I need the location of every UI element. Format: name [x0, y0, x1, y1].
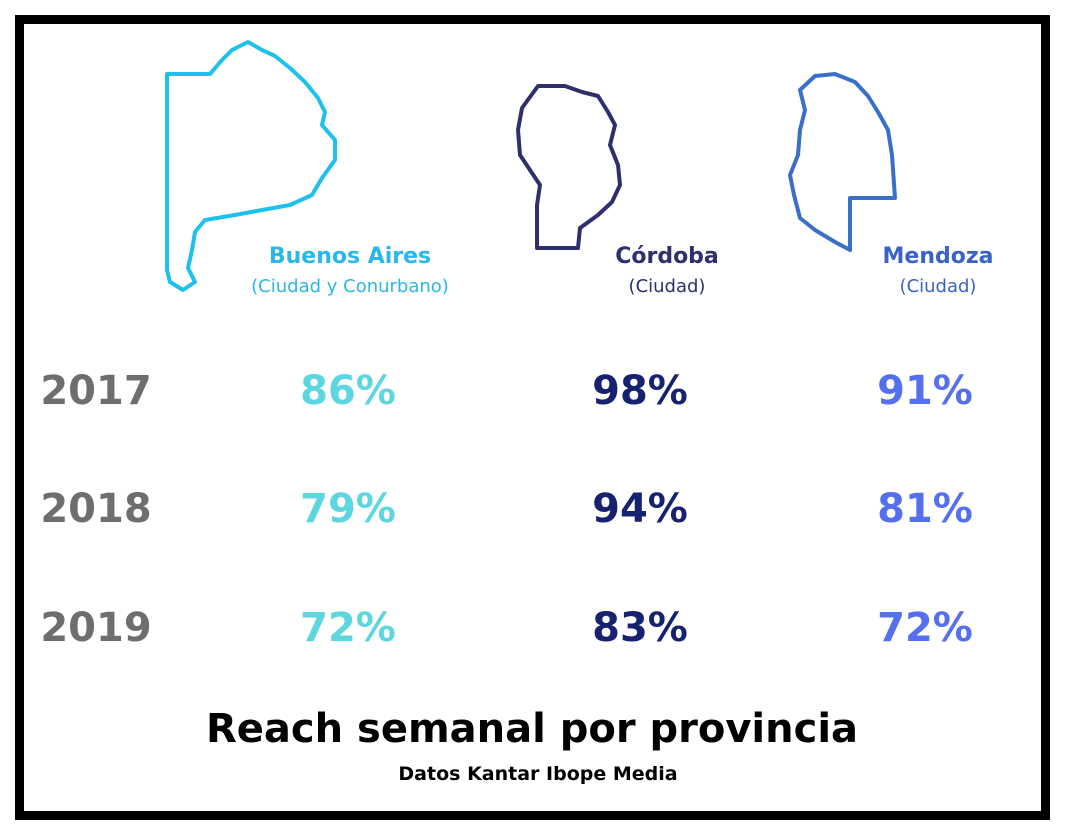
- reach-value: 72%: [300, 605, 396, 651]
- year: 2017: [40, 368, 152, 414]
- reach-value: 94%: [592, 486, 688, 532]
- year: 2019: [40, 605, 152, 651]
- cordoba-outline: [516, 84, 622, 250]
- reach-value: 86%: [300, 368, 396, 414]
- buenos-aires-outline: [165, 40, 337, 292]
- province-name: Mendoza: [882, 244, 994, 269]
- title: Reach semanal por provincia: [205, 706, 859, 752]
- year: 2018: [40, 486, 152, 532]
- province-name: Córdoba: [615, 244, 719, 269]
- province-name: Buenos Aires: [268, 244, 432, 269]
- frame: [15, 15, 1050, 820]
- reach-value: 79%: [300, 486, 396, 532]
- reach-value: 98%: [592, 368, 688, 414]
- province-note: (Ciudad): [628, 276, 706, 297]
- reach-value: 91%: [877, 368, 973, 414]
- province-note: (Ciudad y Conurbano): [251, 276, 449, 297]
- reach-value: 83%: [592, 605, 688, 651]
- source: Datos Kantar Ibope Media: [398, 763, 678, 785]
- reach-value: 81%: [877, 486, 973, 532]
- province-note: (Ciudad): [899, 276, 977, 297]
- mendoza-outline: [788, 72, 897, 252]
- reach-value: 72%: [877, 605, 973, 651]
